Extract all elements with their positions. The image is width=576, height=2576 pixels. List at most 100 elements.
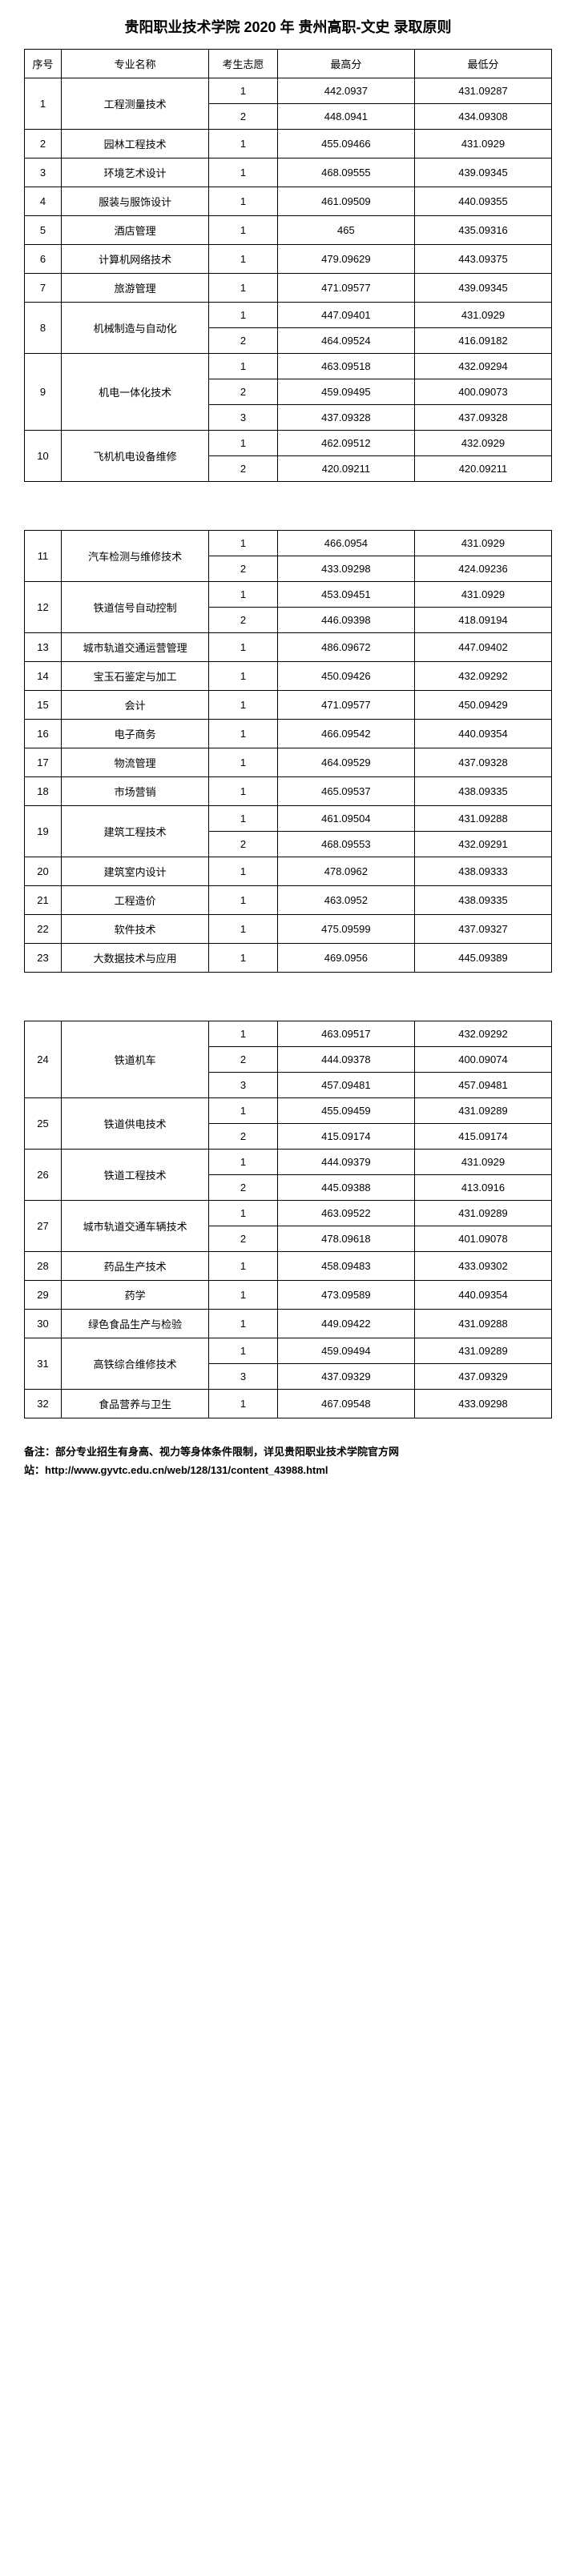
table-row: 29药学1473.09589440.09354 <box>25 1281 552 1310</box>
cell-high-score: 458.09483 <box>277 1252 414 1281</box>
cell-seq: 9 <box>25 354 62 431</box>
cell-low-score: 433.09302 <box>414 1252 551 1281</box>
admission-table: 11汽车检测与维修技术1466.0954431.09292433.0929842… <box>24 530 552 973</box>
cell-major-name: 绿色食品生产与检验 <box>62 1310 209 1338</box>
cell-low-score: 440.09354 <box>414 720 551 748</box>
cell-major-name: 会计 <box>62 691 209 720</box>
cell-high-score: 459.09495 <box>277 379 414 405</box>
cell-preference: 3 <box>209 1073 278 1098</box>
cell-high-score: 468.09555 <box>277 158 414 187</box>
cell-major-name: 工程测量技术 <box>62 78 209 130</box>
footer-line1: 备注：部分专业招生有身高、视力等身体条件限制，详见贵阳职业技术学院官方网 <box>24 1442 552 1461</box>
cell-major-name: 食品营养与卫生 <box>62 1390 209 1418</box>
cell-preference: 1 <box>209 245 278 274</box>
cell-low-score: 431.09289 <box>414 1338 551 1364</box>
cell-low-score: 413.0916 <box>414 1175 551 1201</box>
cell-low-score: 447.09402 <box>414 633 551 662</box>
cell-low-score: 432.09292 <box>414 1021 551 1047</box>
cell-major-name: 机械制造与自动化 <box>62 303 209 354</box>
table-row: 2园林工程技术1455.09466431.0929 <box>25 130 552 158</box>
cell-low-score: 438.09335 <box>414 886 551 915</box>
cell-preference: 1 <box>209 582 278 608</box>
cell-low-score: 432.09294 <box>414 354 551 379</box>
cell-low-score: 432.09292 <box>414 662 551 691</box>
table-row: 4服装与服饰设计1461.09509440.09355 <box>25 187 552 216</box>
cell-high-score: 469.0956 <box>277 944 414 973</box>
cell-preference: 1 <box>209 857 278 886</box>
table-row: 30绿色食品生产与检验1449.09422431.09288 <box>25 1310 552 1338</box>
table-row: 23大数据技术与应用1469.0956445.09389 <box>25 944 552 973</box>
cell-high-score: 468.09553 <box>277 832 414 857</box>
header-high: 最高分 <box>277 50 414 78</box>
cell-seq: 15 <box>25 691 62 720</box>
cell-low-score: 431.09289 <box>414 1201 551 1226</box>
admission-table: 24铁道机车1463.09517432.092922444.09378400.0… <box>24 1021 552 1418</box>
cell-major-name: 旅游管理 <box>62 274 209 303</box>
cell-seq: 28 <box>25 1252 62 1281</box>
cell-high-score: 420.09211 <box>277 456 414 482</box>
cell-major-name: 大数据技术与应用 <box>62 944 209 973</box>
cell-seq: 2 <box>25 130 62 158</box>
admission-table: 序号专业名称考生志愿最高分最低分1工程测量技术1442.0937431.0928… <box>24 49 552 482</box>
cell-seq: 22 <box>25 915 62 944</box>
table-row: 31高铁综合维修技术1459.09494431.09289 <box>25 1338 552 1364</box>
cell-preference: 1 <box>209 531 278 556</box>
cell-low-score: 437.09329 <box>414 1364 551 1390</box>
cell-low-score: 431.0929 <box>414 531 551 556</box>
cell-high-score: 463.09517 <box>277 1021 414 1047</box>
cell-high-score: 457.09481 <box>277 1073 414 1098</box>
cell-high-score: 465 <box>277 216 414 245</box>
cell-high-score: 478.09618 <box>277 1226 414 1252</box>
cell-low-score: 433.09298 <box>414 1390 551 1418</box>
cell-low-score: 431.0929 <box>414 1150 551 1175</box>
cell-preference: 1 <box>209 274 278 303</box>
cell-high-score: 448.0941 <box>277 104 414 130</box>
cell-major-name: 酒店管理 <box>62 216 209 245</box>
cell-preference: 1 <box>209 886 278 915</box>
cell-seq: 19 <box>25 806 62 857</box>
table-row: 10飞机机电设备维修1462.09512432.0929 <box>25 431 552 456</box>
table-row: 3环境艺术设计1468.09555439.09345 <box>25 158 552 187</box>
cell-low-score: 431.09287 <box>414 78 551 104</box>
table-row: 5酒店管理1465435.09316 <box>25 216 552 245</box>
table-row: 26铁道工程技术1444.09379431.0929 <box>25 1150 552 1175</box>
document-title: 贵阳职业技术学院 2020 年 贵州高职-文史 录取原则 <box>24 16 552 37</box>
cell-preference: 1 <box>209 1021 278 1047</box>
cell-high-score: 478.0962 <box>277 857 414 886</box>
cell-preference: 1 <box>209 354 278 379</box>
cell-major-name: 建筑工程技术 <box>62 806 209 857</box>
cell-major-name: 铁道信号自动控制 <box>62 582 209 633</box>
cell-major-name: 城市轨道交通运营管理 <box>62 633 209 662</box>
cell-major-name: 汽车检测与维修技术 <box>62 531 209 582</box>
cell-high-score: 449.09422 <box>277 1310 414 1338</box>
cell-low-score: 440.09354 <box>414 1281 551 1310</box>
table-row: 12铁道信号自动控制1453.09451431.0929 <box>25 582 552 608</box>
cell-low-score: 435.09316 <box>414 216 551 245</box>
table-row: 15会计1471.09577450.09429 <box>25 691 552 720</box>
cell-preference: 1 <box>209 691 278 720</box>
cell-high-score: 437.09328 <box>277 405 414 431</box>
cell-low-score: 431.0929 <box>414 303 551 328</box>
cell-preference: 1 <box>209 1201 278 1226</box>
cell-low-score: 440.09355 <box>414 187 551 216</box>
cell-seq: 25 <box>25 1098 62 1150</box>
cell-high-score: 450.09426 <box>277 662 414 691</box>
cell-preference: 1 <box>209 216 278 245</box>
cell-seq: 18 <box>25 777 62 806</box>
cell-high-score: 455.09459 <box>277 1098 414 1124</box>
cell-preference: 2 <box>209 832 278 857</box>
cell-high-score: 464.09524 <box>277 328 414 354</box>
cell-low-score: 445.09389 <box>414 944 551 973</box>
table-row: 8机械制造与自动化1447.09401431.0929 <box>25 303 552 328</box>
cell-low-score: 416.09182 <box>414 328 551 354</box>
table-row: 20建筑室内设计1478.0962438.09333 <box>25 857 552 886</box>
cell-preference: 1 <box>209 1310 278 1338</box>
cell-seq: 4 <box>25 187 62 216</box>
cell-preference: 1 <box>209 720 278 748</box>
cell-low-score: 437.09327 <box>414 915 551 944</box>
cell-major-name: 环境艺术设计 <box>62 158 209 187</box>
cell-major-name: 飞机机电设备维修 <box>62 431 209 482</box>
cell-preference: 2 <box>209 556 278 582</box>
cell-high-score: 462.09512 <box>277 431 414 456</box>
cell-high-score: 444.09379 <box>277 1150 414 1175</box>
